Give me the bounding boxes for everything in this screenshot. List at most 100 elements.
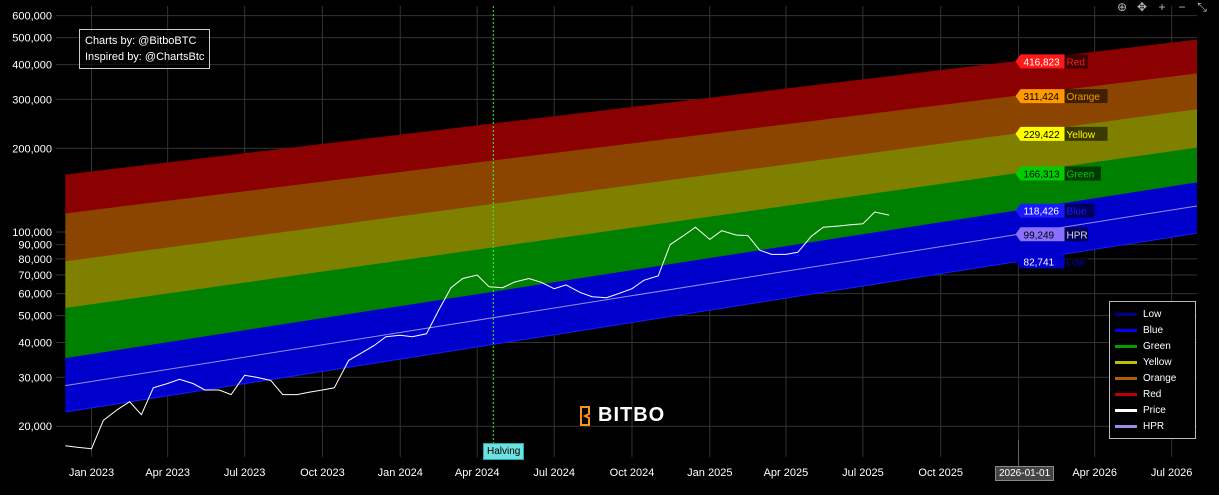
legend-label: Price — [1143, 404, 1166, 416]
bitbo-logo-icon — [580, 405, 590, 426]
credit-line-2: Inspired by: @ChartsBtc — [85, 51, 205, 63]
y-axis: 20,000 30,000 40,000 50,000 60,000 70,000 80,0… — [12, 11, 52, 434]
series-lines — [65, 205, 1198, 450]
x-tick-label: Jan 2024 — [378, 467, 423, 479]
end-label-box — [1015, 227, 1065, 242]
credits-box: Charts by: @BitboBTC Inspired by: @Chart… — [79, 29, 211, 69]
rainbow-bands — [65, 39, 1198, 413]
legend: Low Blue Green Yellow Orange Red Price HPR — [1109, 301, 1196, 439]
zoom-in-icon[interactable]: + — [1158, 0, 1166, 14]
end-label-name: Low — [1067, 257, 1086, 268]
end-label-red: 416,823 Red — [1015, 54, 1089, 69]
x-tick-label: Apr 2025 — [764, 467, 809, 479]
band-edge-red — [65, 39, 1198, 176]
band-edge-yellow — [65, 109, 1198, 263]
legend-label: Orange — [1143, 372, 1177, 384]
chart-toolbar: ⊕ ✥ + − ⤡ — [1115, 0, 1209, 14]
band-blue — [65, 183, 1197, 413]
legend-item-orange[interactable]: Orange — [1115, 370, 1190, 386]
end-label-orange: 311,424 Orange — [1015, 89, 1108, 104]
y-tick-label: 100,000 — [12, 227, 52, 239]
band-green — [65, 148, 1197, 359]
legend-swatch — [1115, 312, 1137, 316]
y-tick-label: 400,000 — [12, 60, 52, 72]
end-label-name-bg — [1064, 126, 1108, 141]
end-label-name: Blue — [1067, 207, 1087, 218]
end-label-name-bg — [1064, 203, 1095, 218]
end-label-box — [1015, 54, 1065, 69]
legend-item-low[interactable]: Low — [1115, 306, 1190, 322]
band-yellow — [65, 109, 1197, 309]
credit-line-1: Charts by: @BitboBTC — [85, 35, 197, 47]
x-tick-label: Jan 2025 — [687, 467, 732, 479]
legend-swatch — [1115, 344, 1137, 348]
y-tick-label: 50,000 — [18, 311, 52, 323]
x-tick-label: Jan 2023 — [69, 467, 114, 479]
end-label-value: 118,426 — [1024, 207, 1060, 218]
zoom-icon[interactable]: ⊕ — [1116, 0, 1128, 14]
end-label-box — [1015, 254, 1065, 269]
x-tick-label: Oct 2024 — [610, 467, 655, 479]
legend-item-red[interactable]: Red — [1115, 386, 1190, 402]
x-tick-label: Jul 2026 — [1151, 467, 1193, 479]
x-tick-label: Apr 2026 — [1072, 467, 1117, 479]
end-label-name: HPR — [1067, 230, 1088, 241]
hpr-line — [65, 205, 1198, 387]
legend-swatch — [1115, 424, 1137, 428]
zoom-out-icon[interactable]: − — [1178, 0, 1186, 14]
y-tick-label: 600,000 — [12, 11, 52, 23]
y-tick-label: 70,000 — [18, 270, 52, 282]
legend-label: Green — [1143, 340, 1171, 352]
brand-watermark: BITBO — [578, 404, 665, 427]
pan-icon[interactable]: ✥ — [1136, 0, 1148, 14]
end-label-name: Yellow — [1067, 130, 1096, 141]
legend-swatch — [1115, 360, 1137, 364]
x-tick-label: Apr 2023 — [145, 467, 190, 479]
end-label-value: 229,422 — [1024, 130, 1061, 141]
x-tick-label: Oct 2023 — [300, 467, 345, 479]
end-label-name: Green — [1067, 170, 1095, 181]
legend-label: Yellow — [1143, 356, 1172, 368]
end-label-yellow: 229,422 Yellow — [1015, 126, 1108, 141]
end-label-value: 416,823 — [1024, 57, 1061, 68]
legend-swatch — [1115, 328, 1137, 332]
y-tick-label: 90,000 — [18, 240, 52, 252]
legend-label: Red — [1143, 388, 1162, 400]
x-tick-label: Jul 2024 — [533, 467, 575, 479]
crosshair-date-label: 2026-01-01 — [995, 466, 1055, 481]
legend-item-hpr[interactable]: HPR — [1115, 418, 1190, 434]
x-tick-label: Jul 2025 — [842, 467, 884, 479]
event-markers — [492, 6, 1020, 466]
end-label-name: Red — [1067, 57, 1085, 68]
legend-label: Blue — [1143, 324, 1164, 336]
halving-label: Halving — [483, 443, 525, 460]
end-label-name-bg — [1064, 166, 1102, 181]
legend-label: Low — [1143, 308, 1162, 320]
brand-name: BITBO — [598, 404, 666, 426]
legend-item-blue[interactable]: Blue — [1115, 322, 1190, 338]
legend-swatch — [1115, 376, 1137, 380]
legend-item-price[interactable]: Price — [1115, 402, 1190, 418]
band-red — [65, 40, 1197, 215]
legend-item-yellow[interactable]: Yellow — [1115, 354, 1190, 370]
end-label-low: 82,741 Low — [1015, 254, 1089, 269]
end-label-value: 166,313 — [1024, 170, 1061, 181]
end-label-name-bg — [1064, 89, 1108, 104]
end-label-box — [1015, 89, 1065, 104]
band-edge-orange — [65, 73, 1198, 215]
y-tick-label: 80,000 — [18, 254, 52, 266]
end-label-box — [1015, 203, 1065, 218]
y-tick-label: 300,000 — [12, 94, 52, 106]
x-tick-label: Apr 2024 — [455, 467, 500, 479]
y-tick-label: 500,000 — [12, 33, 52, 45]
legend-label: HPR — [1143, 420, 1165, 432]
end-label-green: 166,313 Green — [1015, 166, 1102, 181]
low-line — [65, 232, 1198, 413]
end-label-box — [1015, 126, 1065, 141]
y-tick-label: 30,000 — [18, 372, 52, 384]
legend-item-green[interactable]: Green — [1115, 338, 1190, 354]
end-label-name-bg — [1064, 54, 1089, 69]
end-label-name-bg — [1064, 227, 1089, 242]
reset-axes-icon[interactable]: ⤡ — [1197, 0, 1207, 14]
